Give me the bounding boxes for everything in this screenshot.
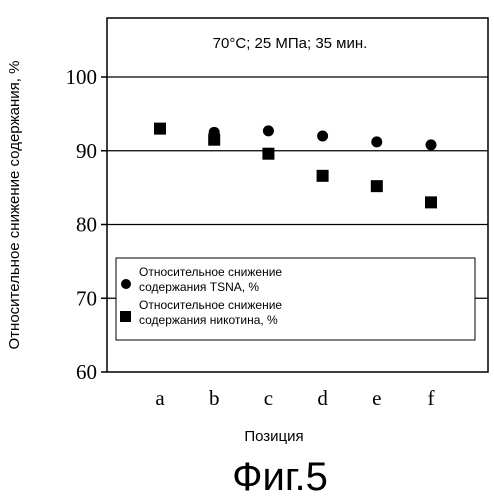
x-tick-label-e: e (372, 386, 381, 410)
y-tick-label-70: 70 (76, 286, 97, 310)
legend-label-tsna-1: содержания TSNA, % (139, 280, 259, 294)
point-nicotine-d (317, 170, 329, 182)
x-tick-label-c: c (264, 386, 273, 410)
y-tick-label-80: 80 (76, 213, 97, 237)
legend-label-nicotine-0: Относительное снижение (139, 298, 282, 312)
point-tsna-c (263, 125, 274, 136)
data-marks (154, 123, 437, 209)
y-tick-label-60: 60 (76, 360, 97, 384)
chart-annotation: 70°C; 25 МПа; 35 мин. (213, 35, 368, 52)
legend-label-tsna-0: Относительное снижение (139, 265, 282, 279)
x-axis-label: Позиция (244, 428, 303, 445)
figure-label: Фиг.5 (232, 455, 328, 499)
point-tsna-a (155, 123, 166, 134)
point-tsna-b (209, 127, 220, 138)
y-tick-label-90: 90 (76, 139, 97, 163)
legend-marker-tsna (121, 279, 131, 289)
legend: Относительное снижениесодержания TSNA, %… (116, 258, 475, 340)
point-tsna-d (317, 131, 328, 142)
point-tsna-e (371, 136, 382, 147)
point-nicotine-e (371, 180, 383, 192)
y-axis-label: Относительное снижение содержания, % (6, 61, 23, 350)
x-tick-label-b: b (209, 386, 220, 410)
x-tick-label-d: d (317, 386, 328, 410)
x-tick-label-f: f (428, 386, 435, 410)
point-nicotine-f (425, 196, 437, 208)
point-tsna-f (426, 139, 437, 150)
x-tick-label-a: a (155, 386, 165, 410)
point-nicotine-c (262, 148, 274, 160)
legend-marker-nicotine (120, 311, 131, 322)
tick-labels: 60 70 80 90 100 a b c d e f (66, 65, 435, 410)
y-tick-label-100: 100 (66, 65, 98, 89)
legend-label-nicotine-1: содержания никотина, % (139, 313, 278, 327)
